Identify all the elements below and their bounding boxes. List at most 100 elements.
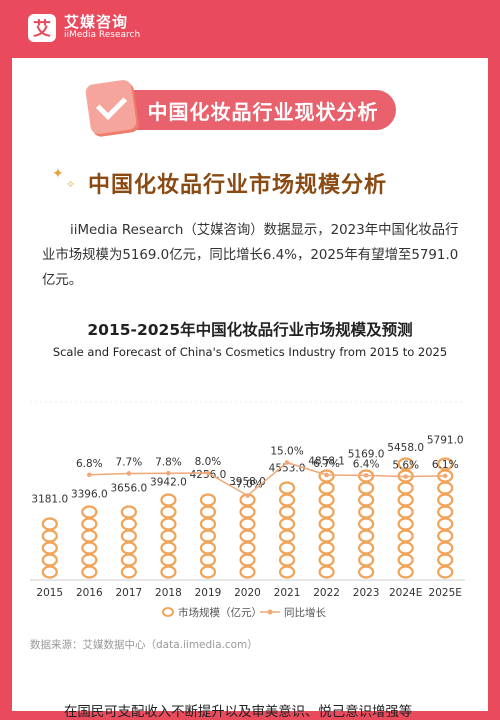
x-tick-label: 2025E <box>429 587 462 599</box>
growth-point <box>245 493 250 498</box>
bar-ring <box>81 529 98 543</box>
x-tick-label: 2019 <box>195 587 222 599</box>
growth-label: 6.4% <box>353 458 380 470</box>
bar-ring <box>437 493 454 507</box>
legend-bar-label: 市场规模（亿元） <box>178 606 262 619</box>
growth-label: 6.1% <box>432 459 459 471</box>
x-tick-label: 2016 <box>76 587 103 599</box>
summary-paragraph: iiMedia Research（艾媒咨询）数据显示，2023年中国化妆品行业市… <box>42 218 462 293</box>
x-tick-label: 2018 <box>155 587 182 599</box>
growth-point <box>403 474 408 479</box>
bar-ring <box>437 457 454 471</box>
growth-point <box>363 473 369 478</box>
bar-ring <box>239 541 256 555</box>
bar-ring <box>318 493 335 507</box>
bar-ring <box>278 517 296 531</box>
bar-ring <box>318 541 335 555</box>
brand-logo[interactable]: 艾 艾媒咨询 iiMedia Research <box>28 14 140 42</box>
x-tick-label: 2020 <box>234 587 261 599</box>
x-tick-label: 2021 <box>274 587 301 599</box>
chart-title: 2015-2025年中国化妆品行业市场规模及预测 <box>87 321 413 339</box>
bar-ring <box>239 529 256 543</box>
top-bar: 艾 艾媒咨询 iiMedia Research <box>0 0 500 58</box>
bar-ring <box>199 529 217 543</box>
growth-label: 15.0% <box>270 446 303 458</box>
bar-ring <box>81 553 98 567</box>
bar-ring <box>239 553 256 567</box>
body-text-continued: 在国民可支配收入不断提升以及审美意识、悦己意识增强等 <box>64 705 413 720</box>
growth-point <box>87 472 92 478</box>
brand-text: 艾媒咨询 iiMedia Research <box>64 15 140 40</box>
bar-ring <box>120 541 137 555</box>
bar-ring <box>278 541 296 555</box>
bar-value-label: 3958.0 <box>229 476 266 488</box>
growth-point <box>166 471 171 476</box>
bar-ring <box>318 481 335 495</box>
bar-ring <box>239 565 256 579</box>
bar-ring <box>81 517 98 531</box>
bar-ring <box>358 565 375 579</box>
growth-point <box>126 471 132 476</box>
bar-ring <box>160 517 177 531</box>
bar-ring <box>437 541 454 555</box>
x-tick-label: 2022 <box>313 587 340 599</box>
sparkle-small-icon: ✧ <box>66 178 76 191</box>
x-tick-label: 2015 <box>36 587 63 599</box>
bar-ring <box>358 529 375 543</box>
bar-ring <box>278 553 296 567</box>
bar-ring <box>199 493 217 507</box>
bar-ring <box>278 505 296 519</box>
bar-value-label: 3181.0 <box>31 493 68 505</box>
bar-ring <box>278 565 296 579</box>
bar-ring <box>318 565 335 579</box>
chart-subtitle: Scale and Forecast of China's Cosmetics … <box>52 345 448 359</box>
bar-ring <box>278 493 296 507</box>
bar-ring <box>120 529 137 543</box>
bar-ring <box>358 541 375 555</box>
content-card <box>12 58 488 711</box>
bar-ring <box>397 553 414 567</box>
bar-ring <box>41 541 58 555</box>
bar-ring <box>397 517 414 531</box>
growth-label: 6.8% <box>76 458 103 470</box>
bar-ring <box>318 529 335 543</box>
bar-ring <box>397 457 414 471</box>
brand-logo-icon: 艾 <box>28 14 56 42</box>
bar-ring <box>358 505 375 519</box>
bar-ring <box>318 469 335 483</box>
growth-point <box>442 473 448 479</box>
bar-ring <box>358 481 375 495</box>
bar-ring <box>41 565 58 579</box>
bar-ring <box>199 553 217 567</box>
bar-ring <box>199 517 217 531</box>
bar-ring <box>160 505 177 519</box>
bar-ring <box>81 565 98 579</box>
bar-ring <box>239 517 256 531</box>
growth-label: -7.0% <box>232 479 262 491</box>
legend-bar-icon <box>162 607 174 617</box>
bar-ring <box>358 517 375 531</box>
bar-ring <box>239 505 256 519</box>
bar-ring <box>358 493 375 507</box>
bar-value-label: 5791.0 <box>427 435 464 447</box>
bar-ring <box>278 481 296 495</box>
legend-line-point <box>267 609 273 615</box>
bar-ring <box>160 565 177 579</box>
bar-ring <box>437 553 454 567</box>
bar-ring <box>437 505 454 519</box>
bar-ring <box>199 565 217 579</box>
growth-point <box>284 460 290 465</box>
bar-ring <box>437 529 454 543</box>
bar-ring <box>397 505 414 519</box>
sparkle-icon: ✦ <box>52 166 64 182</box>
summary-text: iiMedia Research（艾媒咨询）数据显示，2023年中国化妆品行业市… <box>42 223 459 288</box>
growth-point <box>324 472 329 478</box>
bar-ring <box>358 553 375 567</box>
bar-ring <box>120 565 137 579</box>
bar-value-label: 3656.0 <box>110 483 147 495</box>
growth-label: 8.0% <box>195 456 222 468</box>
growth-line <box>89 461 446 497</box>
section-banner-text: 中国化妆品行业现状分析 <box>147 99 379 124</box>
x-tick-label: 2017 <box>115 587 142 599</box>
bar-value-label: 3396.0 <box>71 489 108 501</box>
